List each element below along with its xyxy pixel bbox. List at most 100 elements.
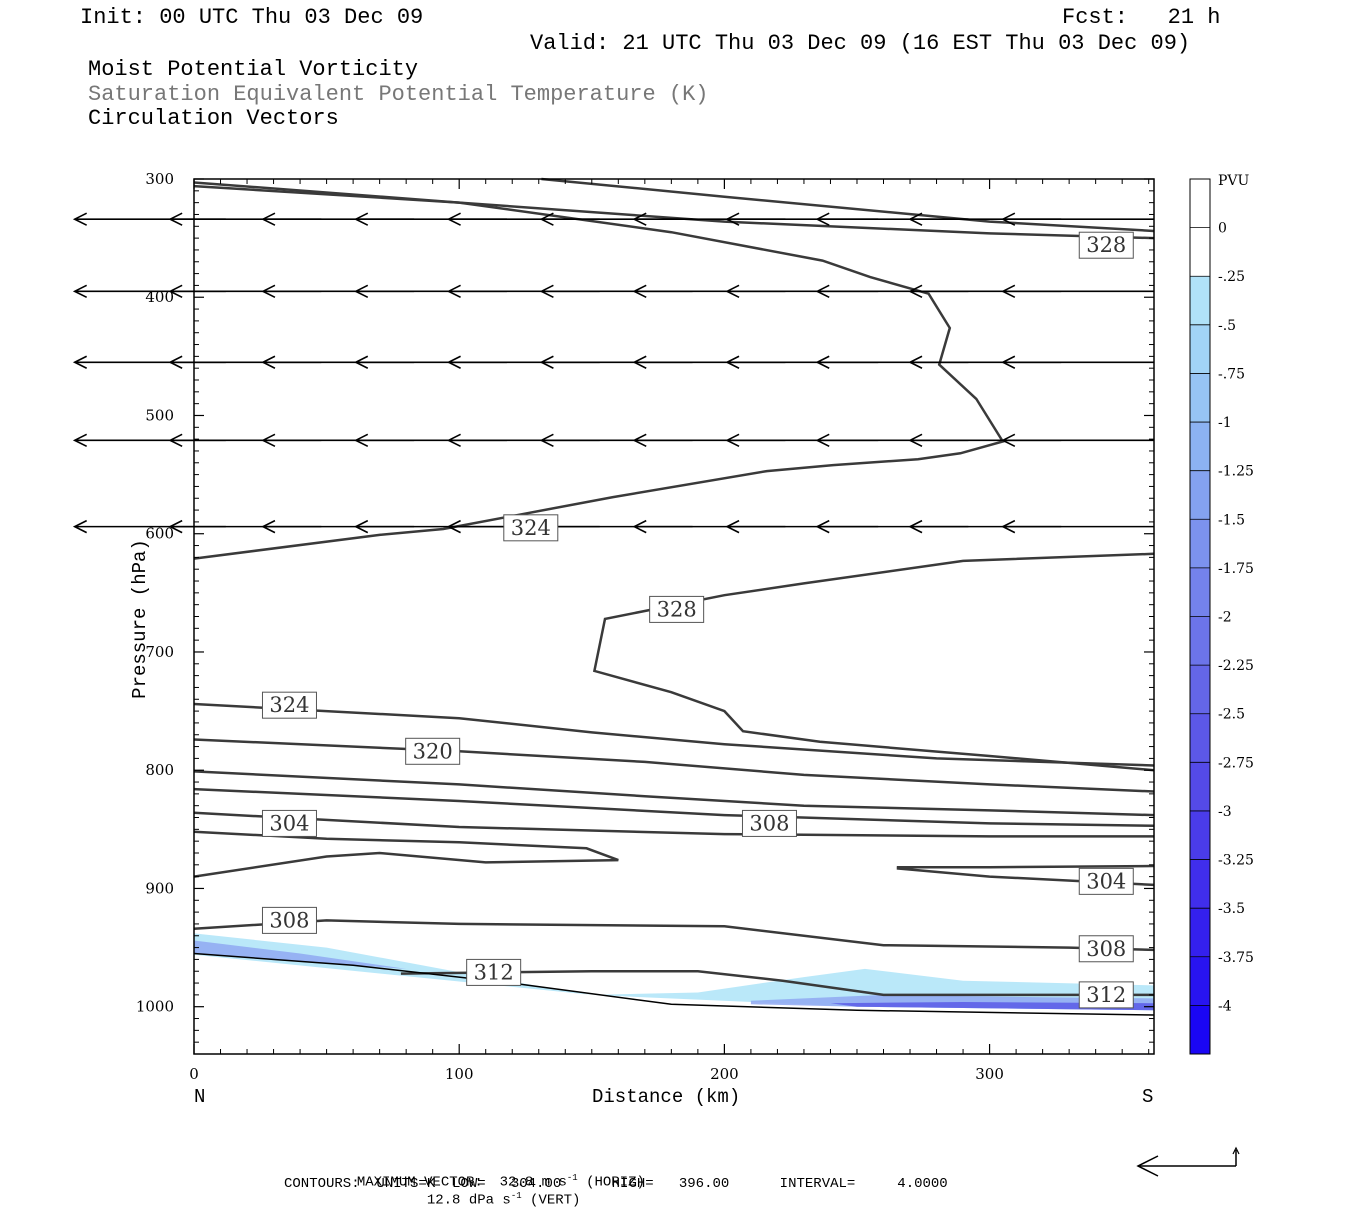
- terrain-surface: [193, 952, 1155, 1016]
- colorbar-swatch-10: [1190, 665, 1210, 714]
- unit-exponent-vert: -1: [510, 1190, 522, 1201]
- colorbar-label-13: -3.25: [1218, 853, 1254, 869]
- contour-label-16: 312: [1078, 981, 1134, 1009]
- contour-label-13: 308: [261, 906, 317, 934]
- x-tick-label-2: 200: [710, 1065, 739, 1083]
- svg-text:312: 312: [474, 960, 514, 984]
- svg-text:308: 308: [749, 811, 789, 835]
- circulation-vectors: [72, 212, 1154, 534]
- pv-shade-3: [830, 1002, 1154, 1011]
- colorbar-label-7: -1.75: [1218, 561, 1254, 577]
- contour-label-9: 308: [741, 809, 797, 837]
- field-title-vectors: Circulation Vectors: [88, 106, 339, 131]
- ref-arrow-vert-head: [1232, 1146, 1240, 1155]
- colorbar-label-16: -4: [1218, 998, 1232, 1014]
- colorbar-label-5: -1.25: [1218, 464, 1254, 480]
- x-tick-label-3: 300: [975, 1065, 1004, 1083]
- x-tick-label-1: 100: [445, 1065, 474, 1083]
- svg-text:312: 312: [1086, 983, 1126, 1007]
- y-tick-label-7: 1000: [136, 998, 174, 1016]
- init-time: Init: 00 UTC Thu 03 Dec 09: [80, 5, 424, 30]
- contour-label-0: 328: [1078, 231, 1134, 259]
- colorbar-swatch-8: [1190, 567, 1210, 617]
- y-tick-label-3: 600: [145, 525, 174, 543]
- reference-vector-icon: [1136, 1146, 1240, 1177]
- colorbar-label-6: -1.5: [1218, 512, 1245, 528]
- colorbar-swatch-17: [1190, 1005, 1210, 1054]
- colorbar-swatch-15: [1190, 908, 1210, 957]
- ref-arrow-head: [1136, 1155, 1159, 1177]
- colorbar-swatch-7: [1190, 519, 1210, 568]
- colorbar-label-14: -3.5: [1218, 901, 1245, 917]
- vector-arrow-4-10: [72, 519, 226, 534]
- y-tick-label-2: 500: [145, 406, 174, 424]
- x-tick-label-0: 0: [189, 1065, 199, 1083]
- colorbar-swatch-12: [1190, 762, 1210, 811]
- theta-contour-13: [193, 919, 1155, 952]
- y-tick-label-5: 800: [145, 761, 174, 779]
- theta-contour-10: [193, 830, 619, 878]
- contour-label-15: 312: [466, 958, 522, 986]
- colorbar-label-2: -.5: [1218, 318, 1236, 334]
- y-tick-label-1: 400: [145, 288, 174, 306]
- colorbar-swatch-6: [1190, 470, 1210, 520]
- svg-text:304: 304: [269, 811, 309, 835]
- colorbar-swatch-2: [1190, 276, 1210, 325]
- colorbar-swatch-0: [1190, 179, 1210, 228]
- colorbar-swatch-5: [1190, 422, 1210, 471]
- contour-labels: 328 324 328 324 320 308 304 304 308 308 312 312: [261, 231, 1134, 1009]
- contour-label-5: 324: [261, 691, 317, 719]
- y-tick-label-0: 300: [145, 170, 174, 188]
- theta-contour-2: [193, 181, 1005, 560]
- theta-contour-9: [193, 811, 1154, 838]
- x-end-right-label: S: [1142, 1086, 1154, 1108]
- svg-text:328: 328: [657, 597, 697, 621]
- svg-text:328: 328: [1086, 233, 1126, 257]
- max-vector-horiz: MAXIMUM VECTOR: 32.8 m s: [356, 1174, 567, 1191]
- vector-arrow-1-10: [72, 284, 226, 299]
- contour-label-14: 308: [1078, 935, 1134, 963]
- colorbar-swatch-1: [1190, 227, 1210, 277]
- theta-contour-8: [193, 787, 1155, 828]
- vector-arrow-0-10: [72, 212, 226, 226]
- contour-label-4: 328: [649, 595, 705, 623]
- contour-label-6: 320: [405, 737, 461, 765]
- pv-shading: [194, 933, 1154, 1011]
- vector-arrow-3-10: [72, 433, 226, 448]
- contour-info: CONTOURS: UNITS=K LOW= 304.00 HIGH= 396.…: [284, 1176, 948, 1192]
- colorbar-label-10: -2.5: [1218, 707, 1245, 723]
- colorbar-label-9: -2.25: [1218, 658, 1254, 674]
- max-vector-horiz-suffix: (HORIZ): [577, 1174, 645, 1191]
- max-vector-vert: 12.8 dPa s: [426, 1192, 511, 1208]
- colorbar-swatch-3: [1190, 324, 1210, 374]
- max-vector-vert-suffix: (VERT): [521, 1192, 581, 1208]
- theta-contour-5: [193, 702, 1155, 767]
- svg-text:324: 324: [511, 516, 551, 540]
- x-end-left-label: N: [194, 1086, 206, 1108]
- colorbar-label-1: -.25: [1218, 269, 1245, 285]
- valid-time: Valid: 21 UTC Thu 03 Dec 09 (16 EST Thu …: [530, 31, 1191, 56]
- terrain-line: [193, 952, 1155, 1016]
- colorbar-label-3: -.75: [1218, 366, 1245, 382]
- theta-contours: [193, 177, 1155, 997]
- svg-text:320: 320: [413, 739, 453, 763]
- colorbar: PVU 0 -.25 -.5 -.75 -1 -1.25 -1.5 -1.75 -2 -2.25 -2…: [1189, 173, 1254, 1055]
- colorbar-label-0: 0: [1218, 221, 1227, 237]
- y-axis-label: Pressure (hPa): [129, 539, 151, 699]
- colorbar-swatch-11: [1190, 713, 1210, 763]
- y-tick-label-6: 900: [145, 879, 174, 897]
- colorbar-swatch-4: [1190, 373, 1210, 423]
- svg-text:304: 304: [1086, 869, 1126, 893]
- svg-text:308: 308: [1086, 937, 1126, 961]
- theta-contour-4: [592, 552, 1155, 772]
- contour-label-11: 304: [1078, 867, 1134, 895]
- unit-exponent-horiz: -1: [566, 1173, 578, 1183]
- vector-arrow-2-10: [72, 355, 226, 369]
- contour-label-10: 304: [261, 809, 317, 837]
- theta-contour-6: [193, 738, 1155, 793]
- colorbar-label-12: -3: [1218, 804, 1232, 820]
- pv-shade-1: [194, 940, 407, 969]
- field-title-theta: Saturation Equivalent Potential Temperat…: [88, 82, 709, 107]
- contour-label-3: 324: [503, 514, 559, 542]
